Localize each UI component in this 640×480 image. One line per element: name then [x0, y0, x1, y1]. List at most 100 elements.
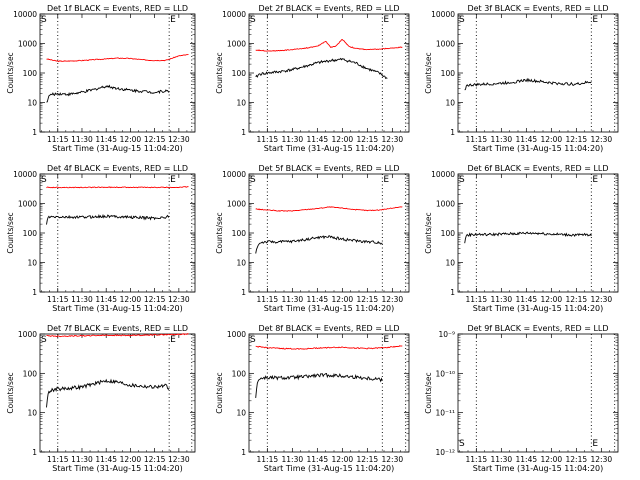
x-axis-label: Start Time (31-Aug-15 11:04:20) — [473, 144, 604, 153]
segment-marker: E — [592, 15, 598, 25]
x-tick-label: 12:30 — [168, 135, 190, 144]
segment-marker: S — [250, 175, 256, 185]
x-tick-label: 11:30 — [491, 455, 513, 464]
axes-frame — [457, 173, 619, 293]
x-axis-label: Start Time (31-Aug-15 11:04:20) — [473, 304, 604, 313]
panel-3: Det 3f BLACK = Events, RED = LLD 1 10 100 10… — [424, 4, 619, 153]
x-tick-label: 11:15 — [47, 135, 69, 144]
y-tick-label: 1000 — [436, 40, 455, 49]
x-tick-label: 12:15 — [144, 295, 166, 304]
panel-title: Det 3f BLACK = Events, RED = LLD — [467, 4, 608, 13]
segment-marker: S — [41, 15, 47, 25]
segment-marker: E — [383, 15, 389, 25]
x-tick-label: 12:15 — [566, 295, 588, 304]
x-tick-label: 11:45 — [516, 295, 538, 304]
x-tick-label: 12:30 — [591, 135, 613, 144]
lld-series-line — [46, 186, 189, 189]
x-tick-label: 12:15 — [144, 135, 166, 144]
y-tick-label: 10 — [27, 99, 37, 108]
axes-frame — [39, 173, 196, 293]
y-tick-label: 100 — [232, 229, 247, 238]
y-axis-label: Counts/sec — [6, 52, 15, 93]
y-tick-label: 1 — [241, 128, 246, 137]
panel-7: Det 7f BLACK = Events, RED = LLD 1 10 100 10… — [6, 324, 196, 473]
x-tick-label: 12:00 — [332, 135, 354, 144]
x-tick-label: 11:45 — [95, 455, 117, 464]
axes-frame — [39, 13, 196, 133]
y-tick-label: 10 — [445, 99, 455, 108]
x-axis-label: Start Time (31-Aug-15 11:04:20) — [52, 464, 183, 473]
y-tick-label: 100 — [232, 69, 247, 78]
panel-title: Det 5f BLACK = Events, RED = LLD — [258, 164, 399, 173]
x-tick-label: 12:00 — [120, 135, 142, 144]
segment-marker: S — [459, 439, 465, 449]
y-tick-label: 10 — [236, 409, 246, 418]
y-tick-label: 10000 — [431, 10, 455, 19]
y-axis-label: Counts/sec — [424, 212, 433, 253]
y-tick-label: 1000 — [227, 200, 246, 209]
segment-marker: S — [459, 15, 465, 25]
x-tick-label: 11:30 — [71, 295, 93, 304]
panel-6: Det 6f BLACK = Events, RED = LLD 1 10 100 10… — [424, 164, 619, 313]
x-tick-label: 12:00 — [541, 135, 563, 144]
segment-marker: S — [250, 335, 256, 345]
y-tick-label: 100 — [23, 69, 38, 78]
segment-marker: S — [459, 175, 465, 185]
y-tick-label: 1000 — [18, 40, 37, 49]
y-tick-label: 100 — [23, 229, 38, 238]
x-tick-label: 12:00 — [332, 295, 354, 304]
y-tick-label: 10000 — [222, 10, 246, 19]
segment-marker: E — [170, 175, 176, 185]
y-tick-label: 10⁻¹¹ — [435, 409, 455, 418]
y-tick-label: 1 — [241, 288, 246, 297]
segment-marker: S — [41, 335, 47, 345]
segment-marker: E — [170, 15, 176, 25]
x-tick-label: 12:30 — [382, 295, 404, 304]
y-tick-label: 10 — [445, 259, 455, 268]
panel-9: Det 9f BLACK = Events, RED = LLD 10⁻¹² 10⁻… — [424, 324, 619, 473]
x-tick-label: 12:30 — [168, 295, 190, 304]
x-tick-label: 12:30 — [591, 295, 613, 304]
y-axis-label: Counts/sec — [424, 52, 433, 93]
x-tick-label: 12:15 — [144, 455, 166, 464]
y-tick-label: 1000 — [227, 40, 246, 49]
lld-series-line — [255, 345, 403, 350]
y-axis-label: Counts/sec — [215, 52, 224, 93]
y-tick-label: 10000 — [222, 170, 246, 179]
y-tick-label: 10⁻¹² — [435, 448, 455, 457]
y-tick-label: 10 — [236, 99, 246, 108]
y-axis-label: Counts/sec — [215, 212, 224, 253]
events-series-line — [46, 378, 170, 408]
axes-frame — [457, 13, 619, 133]
lld-series-line — [255, 206, 403, 212]
y-tick-label: 10000 — [13, 10, 37, 19]
lld-series-line — [46, 54, 189, 63]
y-tick-label: 100 — [23, 369, 38, 378]
x-tick-label: 11:15 — [257, 135, 279, 144]
events-series-line — [255, 372, 383, 398]
events-series-line — [46, 84, 170, 103]
x-tick-label: 12:30 — [168, 455, 190, 464]
y-tick-label: 100 — [232, 369, 247, 378]
axes-frame — [39, 333, 196, 453]
panel-title: Det 1f BLACK = Events, RED = LLD — [47, 4, 188, 13]
y-tick-label: 10 — [27, 409, 37, 418]
y-tick-label: 1000 — [18, 200, 37, 209]
segment-marker: E — [383, 335, 389, 345]
x-tick-label: 12:15 — [357, 295, 379, 304]
x-tick-label: 11:30 — [491, 135, 513, 144]
x-tick-label: 12:30 — [382, 135, 404, 144]
y-tick-label: 1 — [32, 288, 37, 297]
x-tick-label: 11:15 — [47, 295, 69, 304]
y-tick-label: 1 — [32, 448, 37, 457]
x-tick-label: 11:15 — [466, 295, 488, 304]
events-series-line — [46, 213, 170, 225]
y-tick-label: 1000 — [436, 200, 455, 209]
x-axis-label: Start Time (31-Aug-15 11:04:20) — [52, 304, 183, 313]
x-tick-label: 12:30 — [591, 455, 613, 464]
y-tick-label: 10000 — [13, 170, 37, 179]
y-tick-label: 1000 — [227, 330, 246, 339]
panel-title: Det 8f BLACK = Events, RED = LLD — [258, 324, 399, 333]
x-tick-label: 11:45 — [307, 135, 329, 144]
